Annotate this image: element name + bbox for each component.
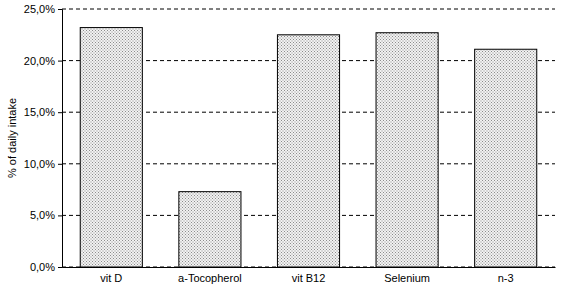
y-tick-label: 0,0%: [30, 261, 55, 273]
x-axis-line: [63, 267, 556, 268]
y-tick-mark: [58, 112, 62, 113]
y-tick-label: 15,0%: [24, 106, 55, 118]
y-tick-mark: [58, 215, 62, 216]
y-tick: 20,0%: [24, 55, 62, 67]
y-tick: 10,0%: [24, 158, 62, 170]
y-axis-line: [58, 10, 63, 268]
bars: [80, 28, 537, 267]
bar: [475, 49, 537, 267]
x-tick: a-Tocopherol: [178, 267, 242, 284]
y-tick: 0,0%: [30, 261, 62, 273]
x-tick-label: a-Tocopherol: [178, 272, 242, 284]
x-tick: Selenium: [384, 267, 430, 284]
y-tick-mark: [58, 267, 62, 268]
y-tick-label: 25,0%: [24, 3, 55, 15]
x-tick-label: n-3: [498, 272, 514, 284]
y-axis-title: % of daily intake: [6, 98, 18, 178]
bar: [80, 28, 142, 267]
y-tick-mark: [58, 164, 62, 165]
y-tick-mark: [58, 61, 62, 62]
x-tick: vit D: [100, 267, 122, 284]
y-tick: 25,0%: [24, 3, 62, 15]
y-tick-label: 5,0%: [30, 209, 55, 221]
y-tick-label: 10,0%: [24, 158, 55, 170]
y-tick-label: 20,0%: [24, 55, 55, 67]
bar: [277, 35, 339, 267]
plot: 0,0% 5,0% 10,0% 15,0% 20,0% 25,0% vit D a-Tocop…: [24, 3, 556, 284]
y-axis: 0,0% 5,0% 10,0% 15,0% 20,0% 25,0%: [24, 3, 63, 273]
grid-line: [62, 9, 555, 10]
x-tick: vit B12: [292, 267, 326, 284]
bar: [179, 192, 241, 267]
y-tick: 5,0%: [30, 209, 62, 221]
chart: 0,0% 5,0% 10,0% 15,0% 20,0% 25,0% vit D a-Tocop…: [0, 0, 564, 287]
x-axis: vit D a-Tocopherol vit B12 Selenium n-3: [63, 267, 556, 284]
x-tick-label: vit B12: [292, 272, 326, 284]
x-tick-label: Selenium: [384, 272, 430, 284]
x-tick-label: vit D: [100, 272, 122, 284]
y-tick-mark: [58, 9, 62, 10]
y-tick: 15,0%: [24, 106, 62, 118]
x-tick: n-3: [498, 267, 514, 284]
grid: [62, 9, 555, 267]
bar: [376, 33, 438, 267]
